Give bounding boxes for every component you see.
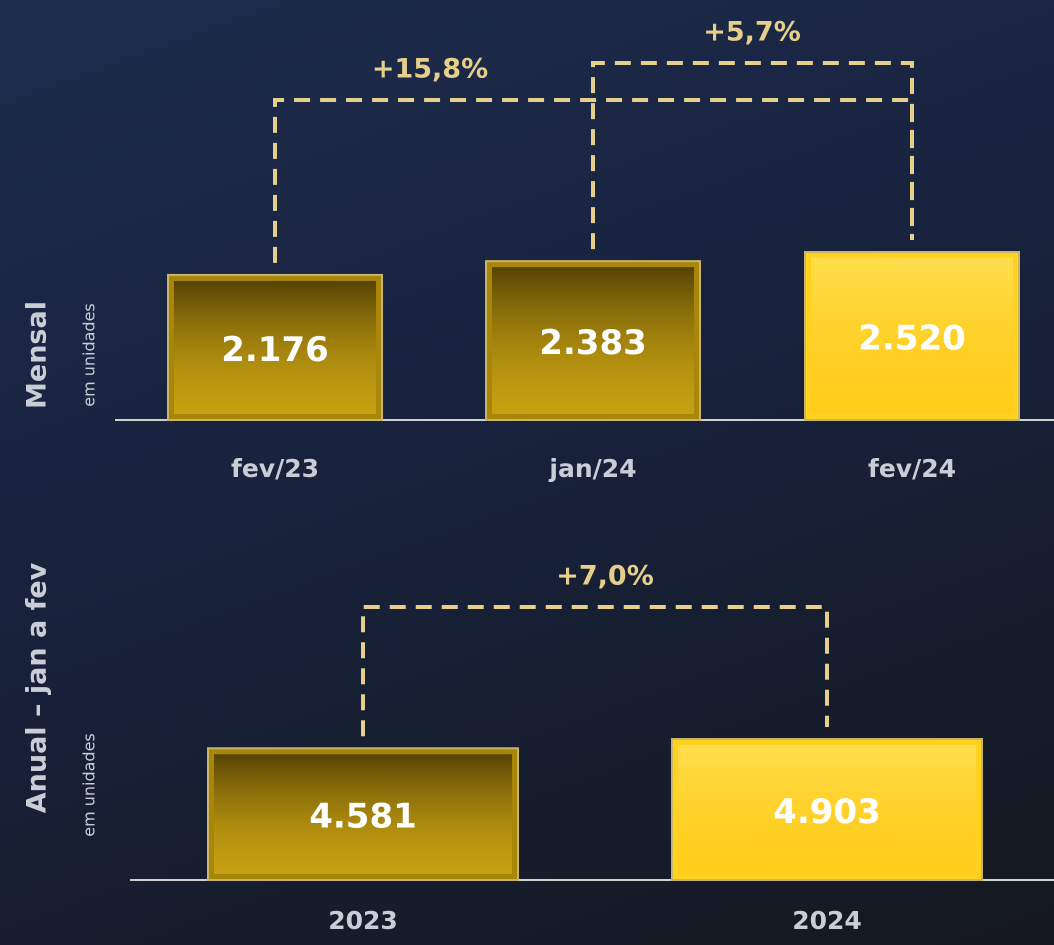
x-tick-label: jan/24 xyxy=(548,454,636,483)
comparison-bracket xyxy=(361,605,829,737)
value-label: 2.176 xyxy=(221,330,329,370)
comparison-label: +15,8% xyxy=(372,54,488,85)
value-label: 4.581 xyxy=(309,797,417,837)
bar-shade xyxy=(174,280,376,414)
value-label: 2.520 xyxy=(858,319,966,359)
chart-title: Mensal xyxy=(22,301,53,409)
chart-title: Anual – jan a fev xyxy=(22,562,53,813)
bar-shade xyxy=(214,754,512,874)
value-label: 4.903 xyxy=(773,792,881,832)
bar-shade xyxy=(678,745,976,874)
x-tick-label: fev/24 xyxy=(868,454,956,483)
x-tick-label: fev/23 xyxy=(231,454,319,483)
comparison-label: +5,7% xyxy=(703,17,801,48)
x-tick-label: 2023 xyxy=(328,906,398,935)
chart-subtitle: em unidades xyxy=(80,733,99,837)
chart-subtitle: em unidades xyxy=(80,303,99,407)
bar-shade xyxy=(492,267,694,414)
comparison-label: +7,0% xyxy=(556,561,654,592)
bar-shade xyxy=(811,258,1013,414)
value-label: 2.383 xyxy=(539,323,647,363)
comparison-bracket xyxy=(591,61,914,250)
x-tick-label: 2024 xyxy=(792,906,862,935)
